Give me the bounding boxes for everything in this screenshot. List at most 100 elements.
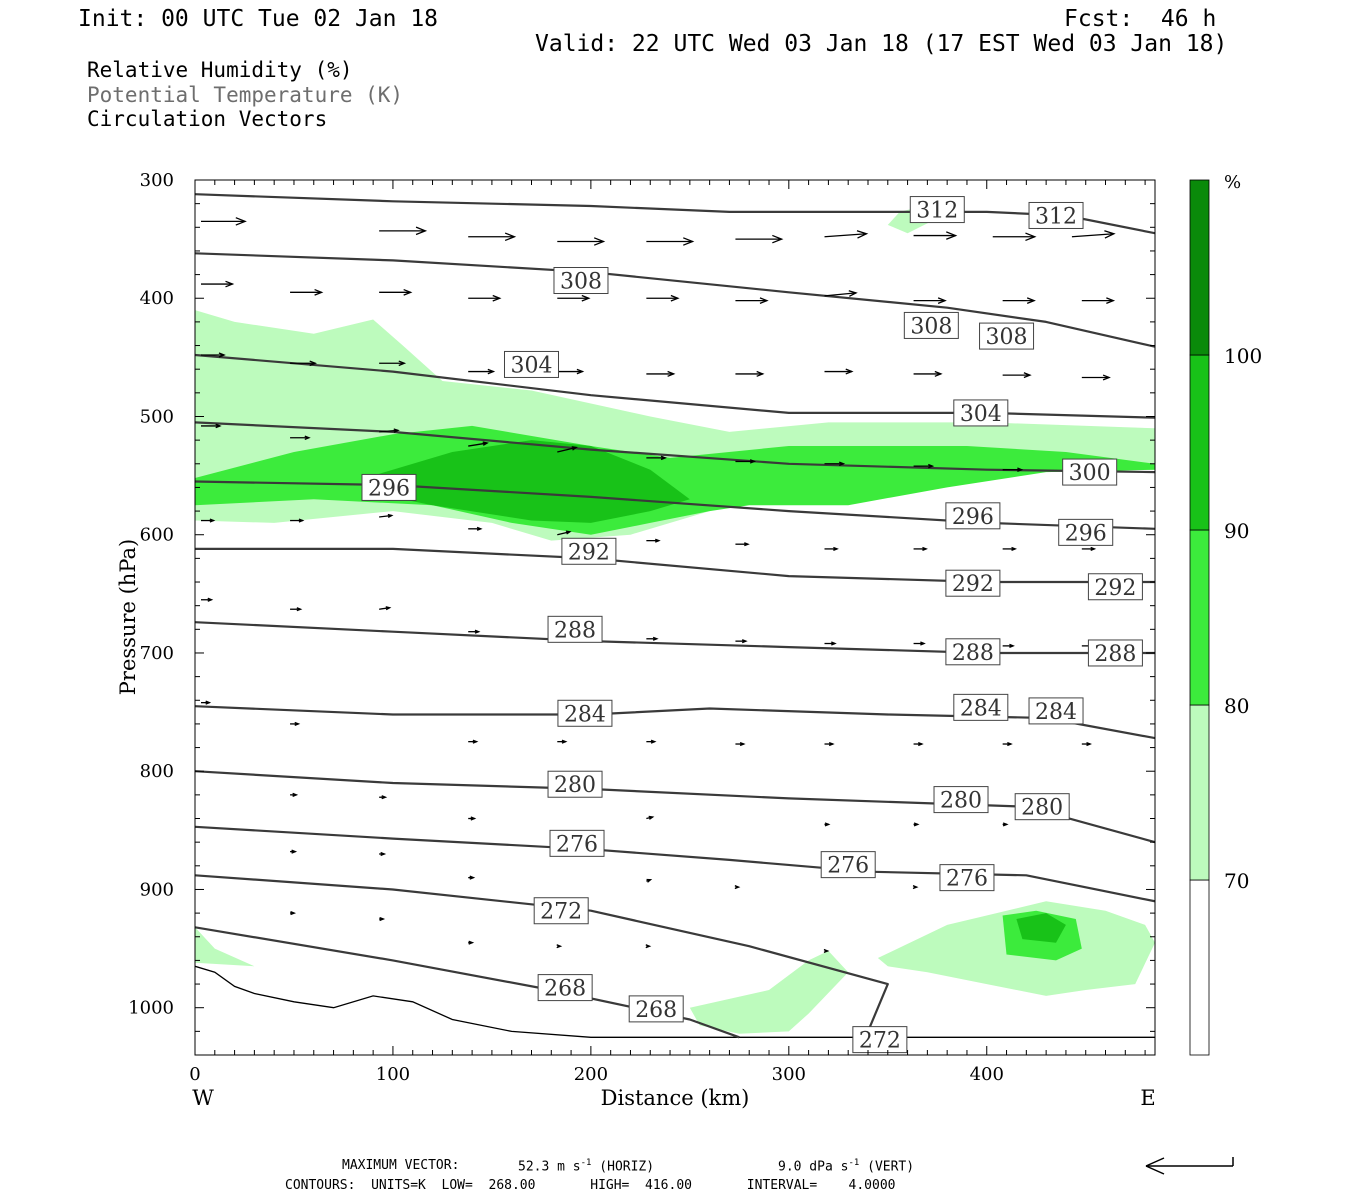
- vector-head: [565, 530, 572, 535]
- contour-label-box: [820, 851, 876, 879]
- vector-head: [928, 463, 935, 469]
- circulation-vector: [201, 280, 235, 288]
- circulation-vector: [1002, 822, 1009, 827]
- contour-312: [195, 193, 1155, 235]
- circulation-vector: [379, 226, 428, 236]
- contour-label-292: 292: [952, 572, 994, 597]
- colorbar-segment: [1189, 529, 1210, 706]
- circulation-vector: [913, 463, 935, 469]
- vector-head: [468, 940, 475, 945]
- circulation-vector: [1081, 374, 1111, 381]
- vector-head: [1025, 232, 1037, 242]
- vert-tag: (VERT): [867, 1159, 915, 1175]
- x-end-label-east: E: [1140, 1086, 1155, 1110]
- vector-shaft: [824, 292, 857, 297]
- vector-head: [756, 370, 765, 377]
- contour-label-box: [561, 537, 617, 565]
- vector-head: [205, 700, 212, 705]
- contour-label-304: 304: [510, 353, 552, 378]
- circulation-vector: [1081, 546, 1097, 551]
- circulation-vector: [290, 792, 299, 797]
- contour-label-268: 268: [544, 977, 586, 1002]
- contour-label-box: [903, 311, 959, 339]
- vector-shaft: [379, 514, 392, 518]
- vector-head: [772, 234, 784, 244]
- contour-label-box: [361, 473, 417, 501]
- contour-label-box: [557, 699, 613, 727]
- contour-label-box: [979, 322, 1035, 350]
- vector-head: [292, 792, 299, 797]
- contour-label-280: 280: [940, 789, 982, 814]
- valid-time: Valid: 22 UTC Wed 03 Jan 18 (17 EST Wed …: [535, 31, 1228, 57]
- circulation-vector: [557, 446, 578, 453]
- contour-label-280: 280: [1021, 796, 1063, 821]
- circulation-vector: [290, 288, 324, 296]
- y-axis-title: Pressure (hPa): [116, 539, 140, 695]
- rh-fill-90: [373, 440, 690, 523]
- circulation-vector: [735, 297, 769, 304]
- circulation-vector: [201, 597, 214, 602]
- circulation-vector: [1081, 741, 1092, 747]
- vector-shaft: [824, 233, 867, 238]
- circulation-vector: [557, 739, 568, 744]
- vector-head: [476, 526, 483, 531]
- vector-head: [823, 948, 830, 954]
- colorbar-segment: [1189, 179, 1210, 356]
- circulation-vector: [468, 526, 483, 531]
- vector-shaft: [379, 429, 399, 433]
- vector-head: [1002, 822, 1009, 827]
- init-time: Init: 00 UTC Tue 02 Jan 18: [78, 6, 439, 32]
- vector-head: [571, 446, 578, 451]
- vector-head: [749, 459, 757, 464]
- vector-head: [848, 290, 858, 297]
- vector-head: [1007, 741, 1013, 747]
- circulation-vector: [290, 360, 318, 367]
- circulation-vector: [468, 368, 496, 375]
- circulation-vector: [290, 435, 311, 441]
- circulation-vector: [1002, 372, 1032, 379]
- contour-label-272: 272: [859, 1029, 901, 1054]
- circulation-vector: [468, 739, 479, 744]
- contour-label-box: [953, 693, 1009, 721]
- contour-label-box: [1062, 458, 1118, 486]
- horiz-exponent: -1: [580, 1158, 592, 1168]
- vector-head: [298, 518, 305, 523]
- contours-info: CONTOURS: UNITS=K LOW= 268.00 HIGH= 416.…: [285, 1178, 896, 1193]
- vector-head: [913, 822, 920, 827]
- vector-head: [415, 226, 428, 236]
- circulation-vector: [735, 542, 750, 547]
- vector-head: [645, 944, 652, 949]
- vector-head: [504, 232, 517, 242]
- vector-head: [828, 741, 835, 747]
- vector-head: [1086, 741, 1092, 747]
- circulation-vector: [290, 607, 303, 612]
- vector-head: [1011, 546, 1018, 551]
- contour-label-284: 284: [564, 702, 606, 727]
- vector-head: [667, 370, 676, 377]
- vector-head: [920, 641, 926, 646]
- contour-label-box: [852, 1026, 908, 1054]
- vector-head: [1102, 374, 1111, 381]
- contour-label-box: [533, 897, 589, 925]
- vector-shaft: [379, 607, 390, 610]
- vector-head: [576, 368, 585, 375]
- contour-label-box: [909, 196, 965, 224]
- circulation-vector: [379, 428, 400, 433]
- vector-head: [1009, 643, 1015, 648]
- circulation-vector: [646, 739, 657, 744]
- horiz-max: 52.3 m s-1 (HORIZ): [518, 1158, 654, 1175]
- circulation-vector: [824, 461, 846, 467]
- circulation-vector: [913, 297, 947, 304]
- circulation-vector: [557, 368, 585, 375]
- vector-head: [648, 815, 655, 820]
- circulation-vector: [290, 518, 305, 523]
- vector-head: [482, 441, 489, 446]
- vector-head: [831, 641, 837, 646]
- horiz-value: 52.3 m s: [518, 1159, 581, 1175]
- vector-head: [304, 435, 311, 441]
- contour-label-box: [547, 615, 603, 643]
- contour-280: [195, 770, 1155, 844]
- circulation-vector: [201, 518, 216, 523]
- vector-head: [593, 237, 606, 246]
- circulation-vector: [824, 546, 839, 551]
